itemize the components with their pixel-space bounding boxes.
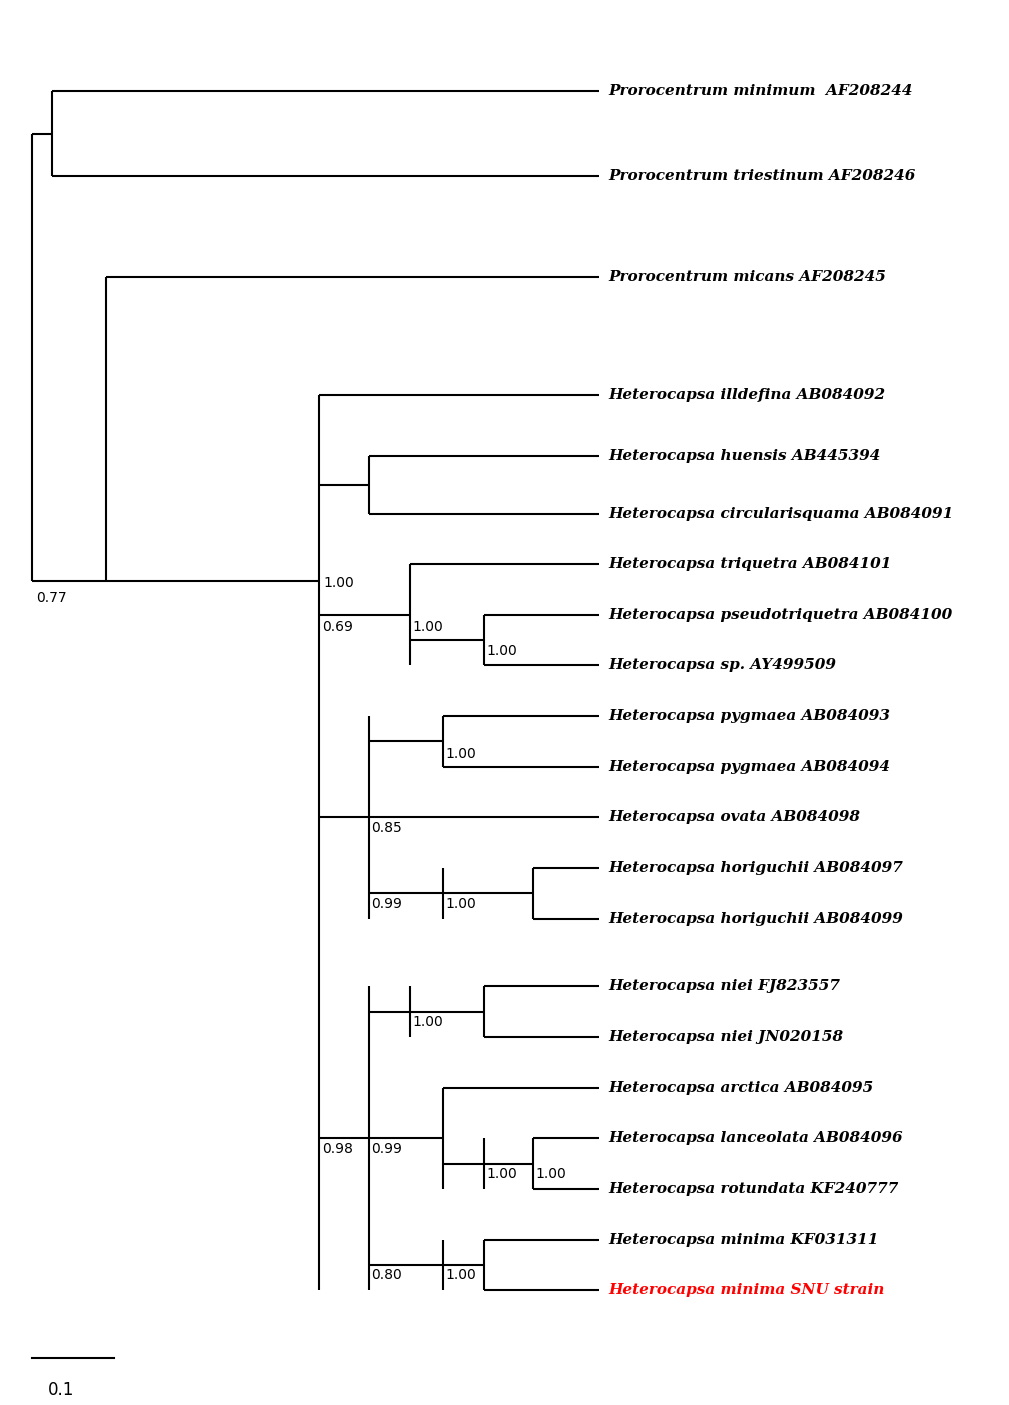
Text: Prorocentrum micans AF208245: Prorocentrum micans AF208245: [608, 270, 887, 284]
Text: 0.69: 0.69: [322, 620, 353, 634]
Text: Heterocapsa niei FJ823557: Heterocapsa niei FJ823557: [608, 979, 840, 993]
Text: 0.85: 0.85: [371, 821, 402, 835]
Text: 0.80: 0.80: [371, 1269, 402, 1283]
Text: 0.1: 0.1: [48, 1381, 75, 1399]
Text: 1.00: 1.00: [413, 1014, 443, 1028]
Text: 0.99: 0.99: [371, 1142, 402, 1156]
Text: Heterocapsa ovata AB084098: Heterocapsa ovata AB084098: [608, 811, 861, 825]
Text: Heterocapsa arctica AB084095: Heterocapsa arctica AB084095: [608, 1080, 874, 1094]
Text: 0.99: 0.99: [371, 896, 402, 910]
Text: Heterocapsa rotundata KF240777: Heterocapsa rotundata KF240777: [608, 1182, 899, 1196]
Text: 1.00: 1.00: [486, 643, 517, 658]
Text: 1.00: 1.00: [413, 620, 443, 634]
Text: Prorocentrum minimum  AF208244: Prorocentrum minimum AF208244: [608, 84, 913, 98]
Text: Heterocapsa niei JN020158: Heterocapsa niei JN020158: [608, 1030, 844, 1044]
Text: Heterocapsa pygmaea AB084094: Heterocapsa pygmaea AB084094: [608, 760, 891, 774]
Text: 0.77: 0.77: [35, 592, 67, 606]
Text: Heterocapsa minima KF031311: Heterocapsa minima KF031311: [608, 1232, 879, 1246]
Text: Heterocapsa pseudotriquetra AB084100: Heterocapsa pseudotriquetra AB084100: [608, 608, 952, 622]
Text: Heterocapsa huensis AB445394: Heterocapsa huensis AB445394: [608, 450, 881, 464]
Text: 1.00: 1.00: [445, 1269, 476, 1283]
Text: 1.00: 1.00: [445, 746, 476, 760]
Text: 0.98: 0.98: [322, 1142, 353, 1156]
Text: Heterocapsa horiguchii AB084099: Heterocapsa horiguchii AB084099: [608, 912, 904, 926]
Text: Heterocapsa circularisquama AB084091: Heterocapsa circularisquama AB084091: [608, 507, 954, 520]
Text: Heterocapsa pygmaea AB084093: Heterocapsa pygmaea AB084093: [608, 710, 891, 724]
Text: Heterocapsa triquetra AB084101: Heterocapsa triquetra AB084101: [608, 558, 892, 572]
Text: Prorocentrum triestinum AF208246: Prorocentrum triestinum AF208246: [608, 169, 916, 183]
Text: 1.00: 1.00: [324, 576, 354, 590]
Text: Heterocapsa sp. AY499509: Heterocapsa sp. AY499509: [608, 659, 836, 673]
Text: 1.00: 1.00: [445, 896, 476, 910]
Text: 1.00: 1.00: [486, 1168, 517, 1182]
Text: 1.00: 1.00: [536, 1168, 566, 1182]
Text: Heterocapsa horiguchii AB084097: Heterocapsa horiguchii AB084097: [608, 861, 904, 875]
Text: Heterocapsa lanceolata AB084096: Heterocapsa lanceolata AB084096: [608, 1131, 903, 1145]
Text: Heterocapsa minima SNU strain: Heterocapsa minima SNU strain: [608, 1283, 885, 1297]
Text: Heterocapsa illdefina AB084092: Heterocapsa illdefina AB084092: [608, 388, 886, 402]
